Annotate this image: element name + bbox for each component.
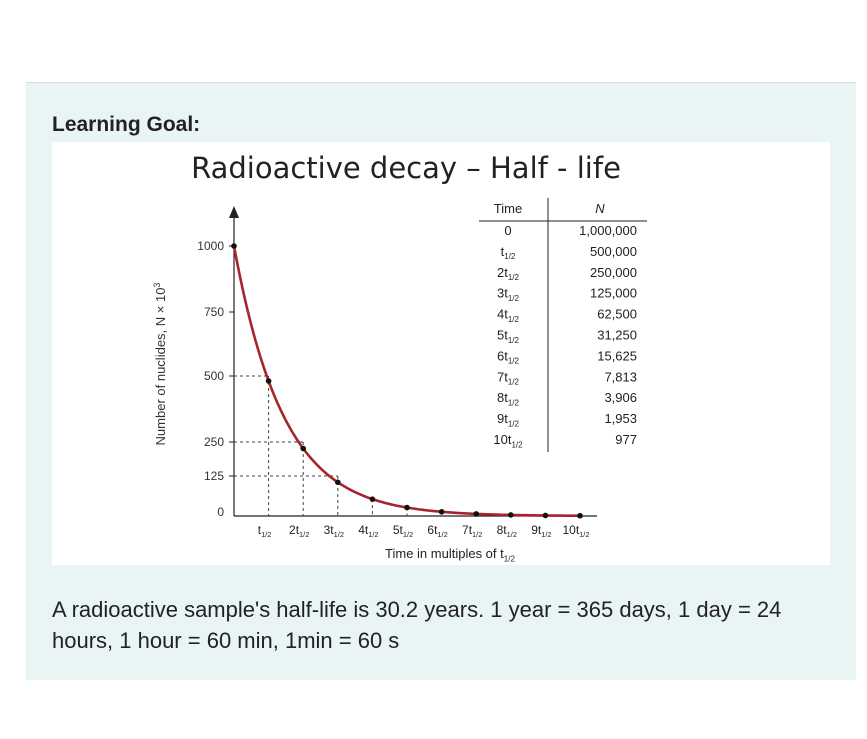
y-tick-label: 250 [204, 435, 224, 449]
table-n-cell: 31,250 [597, 328, 637, 343]
decay-figure: Radioactive decay – Half - life 0 125 250 5… [52, 142, 830, 565]
table-n-cell: 7,813 [604, 369, 637, 384]
x-tick-label: t1/2 [258, 523, 272, 539]
data-point [231, 243, 237, 249]
x-tick-label: 6t1/2 [427, 523, 447, 539]
table-n-cell: 1,000,000 [579, 223, 637, 238]
table-n-cell: 3,906 [604, 390, 637, 405]
decay-chart: Radioactive decay – Half - life 0 125 250 5… [152, 151, 647, 563]
y-tick-label: 125 [204, 469, 224, 483]
data-point [300, 445, 306, 452]
x-tick-label: 10t1/2 [562, 523, 589, 539]
data-point [438, 508, 445, 515]
x-tick-label: 3t1/2 [324, 523, 344, 539]
data-point [542, 512, 549, 519]
table-time-cell: 8t1/2 [497, 390, 520, 407]
table-time-cell: 3t1/2 [497, 286, 520, 303]
data-point [335, 479, 341, 486]
y-tick-label: 750 [204, 305, 224, 319]
x-tick-label: 4t1/2 [358, 523, 378, 539]
x-axis-title: Time in multiples of t1/2 [385, 546, 515, 563]
top-divider [26, 82, 856, 83]
table-time-cell: 9t1/2 [497, 411, 520, 428]
table-header-time: Time [494, 201, 522, 216]
table-time-cell: 5t1/2 [497, 328, 520, 345]
x-tick-label: 7t1/2 [462, 523, 482, 539]
data-point [508, 512, 514, 518]
x-tick-label: 8t1/2 [497, 523, 517, 539]
decay-curve [232, 245, 581, 518]
data-point [473, 511, 480, 517]
table-n-cell: 15,625 [597, 348, 637, 363]
table-header-n: N [595, 201, 605, 216]
table-time-cell: 7t1/2 [497, 369, 520, 386]
x-tick-label: 5t1/2 [393, 523, 413, 539]
y-tick-label: 500 [204, 369, 224, 383]
table-time-cell: 0 [504, 223, 511, 238]
table-n-cell: 125,000 [590, 286, 637, 301]
y-tick-label: 0 [217, 505, 224, 519]
table-time-cell: t1/2 [501, 244, 516, 261]
table-time-cell: 10t1/2 [493, 432, 523, 449]
y-axis-arrow [229, 206, 239, 218]
data-point [369, 496, 376, 502]
data-point [265, 378, 272, 384]
learning-goal-label: Learning Goal: [52, 113, 201, 136]
data-point [577, 512, 583, 519]
y-tick-label: 1000 [197, 239, 224, 253]
table-n-cell: 62,500 [597, 307, 637, 322]
x-tick-label: 9t1/2 [531, 523, 551, 539]
y-axis-title: Number of nuclides, N × 103 [152, 283, 168, 446]
data-point [404, 504, 410, 511]
table-time-cell: 6t1/2 [497, 348, 520, 365]
table-n-cell: 500,000 [590, 244, 637, 259]
table-n-cell: 977 [615, 432, 637, 447]
question-text: A radioactive sample's half-life is 30.2… [52, 597, 782, 653]
table-n-cell: 1,953 [604, 411, 637, 426]
x-tick-label: 2t1/2 [289, 523, 309, 539]
table-time-cell: 4t1/2 [497, 307, 520, 324]
chart-title: Radioactive decay – Half - life [191, 151, 621, 185]
table-time-cell: 2t1/2 [497, 265, 520, 282]
table-n-cell: 250,000 [590, 265, 637, 280]
